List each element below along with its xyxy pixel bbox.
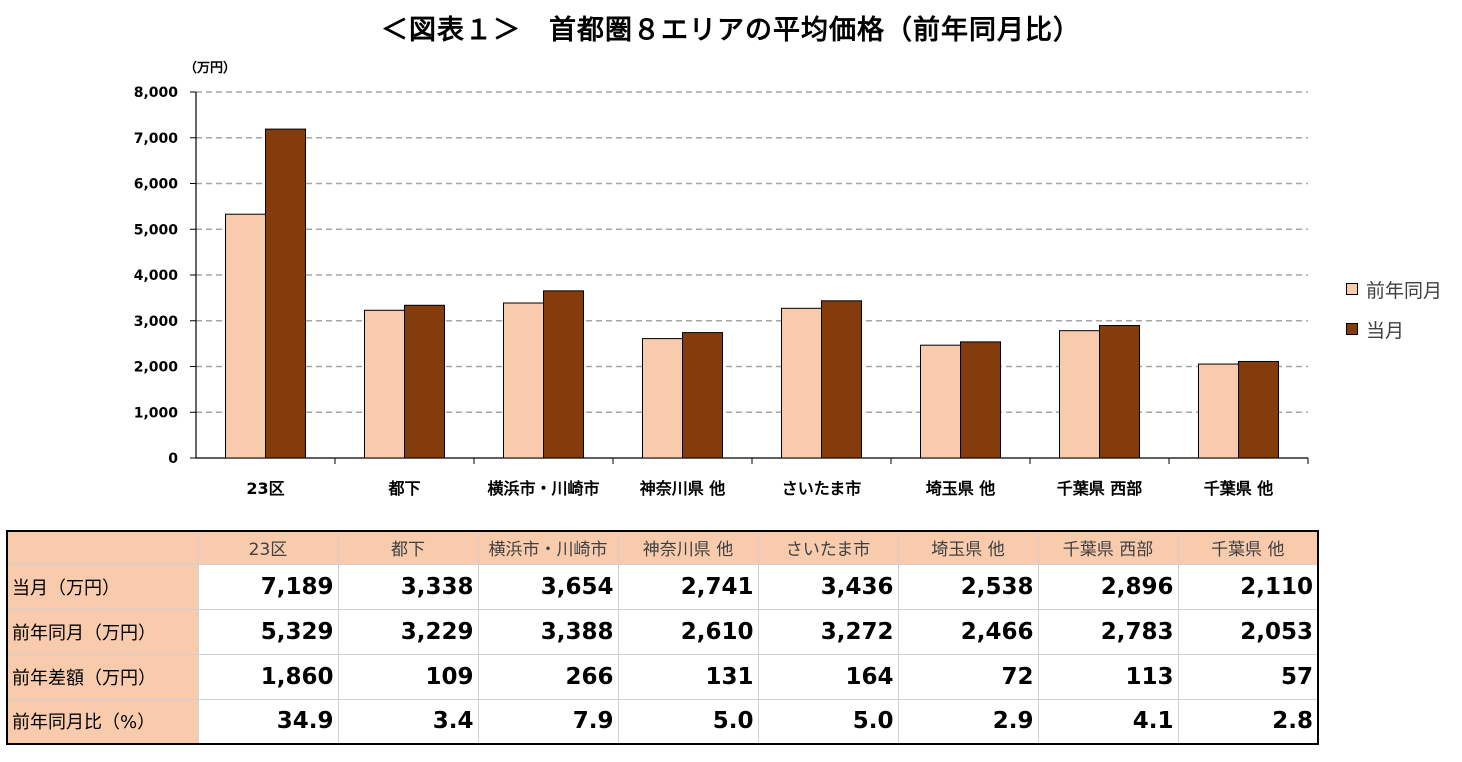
table-header-cell: 都下 xyxy=(337,530,479,565)
table-cell: 3,229 xyxy=(337,608,479,655)
y-tick-label: 4,000 xyxy=(134,268,179,284)
y-tick-label: 2,000 xyxy=(134,360,179,376)
x-tick-label: 都下 xyxy=(387,479,420,498)
table-header-cell: さいたま市 xyxy=(757,530,899,565)
x-tick-label: 横浜市・川崎市 xyxy=(487,479,599,498)
table-row-label: 前年同月比（%） xyxy=(6,698,199,745)
table-cell: 2,466 xyxy=(897,608,1039,655)
bar xyxy=(960,341,1001,459)
table-cell: 3,654 xyxy=(477,563,619,610)
table-row-label: 前年同月（万円） xyxy=(6,608,199,655)
y-unit-label: （万円） xyxy=(184,60,236,76)
legend-swatch-prior-year xyxy=(1346,283,1358,295)
table-cell: 2,741 xyxy=(617,563,759,610)
table-cell: 5.0 xyxy=(617,698,759,745)
bar xyxy=(543,290,584,459)
table-header-cell: 横浜市・川崎市 xyxy=(477,530,619,565)
table-cell: 2,110 xyxy=(1177,563,1319,610)
table-cell: 266 xyxy=(477,653,619,700)
legend-swatch-current-month xyxy=(1346,323,1358,335)
table-cell: 2.8 xyxy=(1177,698,1319,745)
table-cell: 3,272 xyxy=(757,608,899,655)
table-corner-cell xyxy=(6,530,199,565)
legend-label-prior-year: 前年同月 xyxy=(1366,279,1443,302)
table-cell: 2.9 xyxy=(897,698,1039,745)
table-header-row: 23区 都下 横浜市・川崎市 神奈川県 他 さいたま市 埼玉県 他 千葉県 西部… xyxy=(6,530,1319,565)
table-row-current-month: 当月（万円） 7,189 3,338 3,654 2,741 3,436 2,5… xyxy=(6,563,1319,610)
bar xyxy=(404,304,445,459)
table-cell: 34.9 xyxy=(197,698,339,745)
x-tick-label: 埼玉県 他 xyxy=(926,479,996,498)
table-cell: 4.1 xyxy=(1037,698,1179,745)
table-row-prior-year: 前年同月（万円） 5,329 3,229 3,388 2,610 3,272 2… xyxy=(6,608,1319,655)
x-tick-label: 千葉県 西部 xyxy=(1057,479,1143,498)
table-cell: 5.0 xyxy=(757,698,899,745)
table-cell: 57 xyxy=(1177,653,1319,700)
x-tick-label: さいたま市 xyxy=(782,479,862,498)
legend-item-prior-year: 前年同月 xyxy=(1346,278,1443,302)
table-header-cell: 埼玉県 他 xyxy=(897,530,1039,565)
bar xyxy=(364,309,405,459)
table-header-cell: 千葉県 西部 xyxy=(1037,530,1179,565)
x-tick-label: 千葉県 他 xyxy=(1204,479,1274,498)
table-cell: 3.4 xyxy=(337,698,479,745)
bar xyxy=(225,213,266,459)
bar xyxy=(503,302,544,459)
table-cell: 7.9 xyxy=(477,698,619,745)
table-cell: 3,436 xyxy=(757,563,899,610)
data-table: 23区 都下 横浜市・川崎市 神奈川県 他 さいたま市 埼玉県 他 千葉県 西部… xyxy=(6,530,1319,745)
table-cell: 72 xyxy=(897,653,1039,700)
table-cell: 131 xyxy=(617,653,759,700)
table-cell: 3,338 xyxy=(337,563,479,610)
table-header-cell: 千葉県 他 xyxy=(1177,530,1319,565)
x-tick-label: 23区 xyxy=(246,479,284,498)
table-row-difference: 前年差額（万円） 1,860 109 266 131 164 72 113 57 xyxy=(6,653,1319,700)
bar xyxy=(920,344,961,459)
legend-item-current-month: 当月 xyxy=(1346,318,1442,342)
y-tick-label: 7,000 xyxy=(134,131,179,147)
bar xyxy=(1238,360,1279,459)
bar xyxy=(682,332,723,459)
bar xyxy=(1059,330,1100,459)
table-row-label: 当月（万円） xyxy=(6,563,199,610)
y-tick-label: 1,000 xyxy=(134,405,179,421)
bar xyxy=(821,300,862,459)
table-cell: 113 xyxy=(1037,653,1179,700)
bar xyxy=(1099,325,1140,459)
table-cell: 2,896 xyxy=(1037,563,1179,610)
table-header-cell: 23区 xyxy=(197,530,339,565)
y-tick-label: 6,000 xyxy=(134,177,179,193)
bar xyxy=(642,338,683,459)
table-cell: 2,053 xyxy=(1177,608,1319,655)
y-tick-label: 8,000 xyxy=(134,85,179,101)
bar xyxy=(1198,363,1239,459)
x-tick-label: 神奈川県 他 xyxy=(640,479,726,498)
y-tick-label: 5,000 xyxy=(134,222,179,238)
table-cell: 3,388 xyxy=(477,608,619,655)
table-cell: 164 xyxy=(757,653,899,700)
legend: 前年同月 当月 xyxy=(1346,278,1442,358)
chart-title: ＜図表１＞ 首都圏８エリアの平均価格（前年同月比） xyxy=(381,15,1081,46)
table-cell: 2,538 xyxy=(897,563,1039,610)
table-row-label: 前年差額（万円） xyxy=(6,653,199,700)
table-cell: 7,189 xyxy=(197,563,339,610)
bar-chart: （万円） 0 1,000 2,000 3,000 4,000 5,000 6,000 7,000… xyxy=(134,60,1309,498)
bar xyxy=(265,128,306,459)
table-cell: 2,783 xyxy=(1037,608,1179,655)
table-header-cell: 神奈川県 他 xyxy=(617,530,759,565)
table-cell: 2,610 xyxy=(617,608,759,655)
table-cell: 1,860 xyxy=(197,653,339,700)
y-tick-label: 3,000 xyxy=(134,314,179,330)
table-cell: 5,329 xyxy=(197,608,339,655)
legend-label-current-month: 当月 xyxy=(1366,319,1405,342)
table-cell: 109 xyxy=(337,653,479,700)
bar xyxy=(781,307,822,459)
y-tick-label: 0 xyxy=(168,451,178,467)
table-row-ratio: 前年同月比（%） 34.9 3.4 7.9 5.0 5.0 2.9 4.1 2.… xyxy=(6,698,1319,745)
